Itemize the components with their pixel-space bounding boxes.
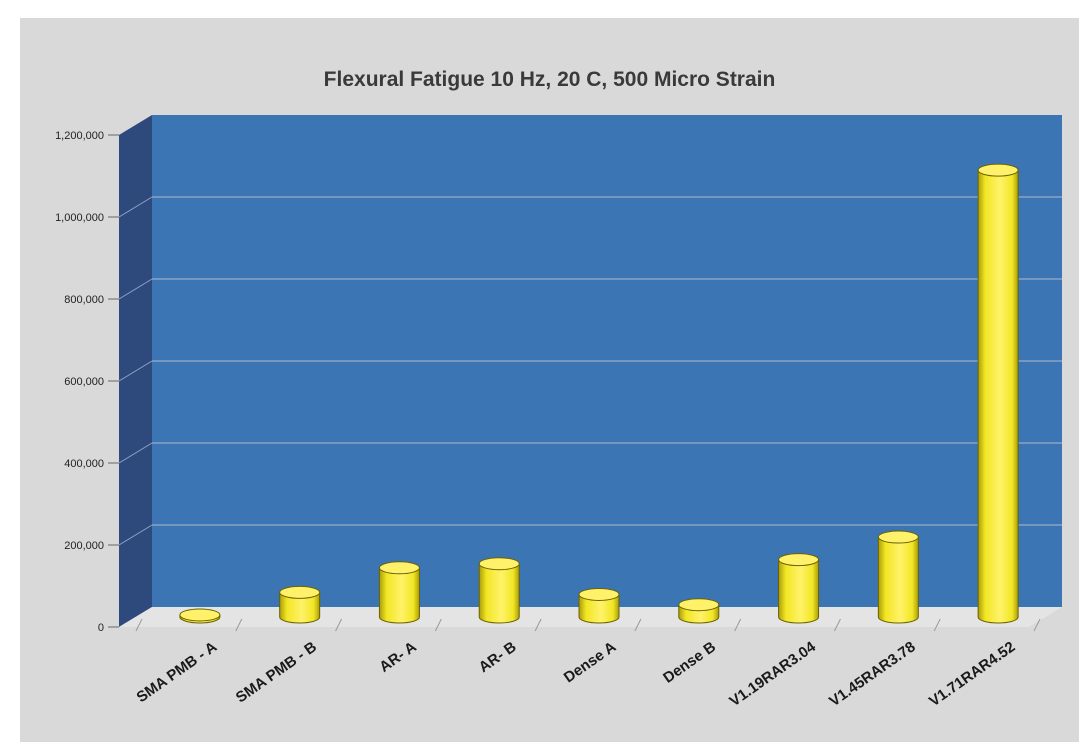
x-tick-label: V1.19RAR3.04 bbox=[726, 638, 819, 710]
bar bbox=[977, 163, 1019, 624]
x-tick-label: V1.71RAR4.52 bbox=[926, 638, 1018, 710]
gridline-side bbox=[118, 196, 153, 218]
x-tick-mark bbox=[434, 618, 442, 632]
x-tick-label: SMA PMB - B bbox=[233, 638, 320, 706]
x-tick-label: Dense A bbox=[561, 638, 620, 686]
bar bbox=[478, 557, 520, 624]
x-tick-mark bbox=[534, 618, 542, 632]
x-tick-label: AR- A bbox=[376, 638, 420, 676]
gridline-side bbox=[118, 360, 153, 382]
y-tick-label: 0 bbox=[98, 622, 104, 634]
chart-title: Flexural Fatigue 10 Hz, 20 C, 500 Micro … bbox=[323, 68, 776, 91]
gridline-side bbox=[118, 278, 153, 300]
x-tick-mark bbox=[933, 618, 941, 632]
x-tick-mark bbox=[235, 618, 243, 632]
gridline-side bbox=[118, 442, 153, 464]
bar bbox=[378, 561, 420, 624]
y-tick-label: 1,200,000 bbox=[55, 130, 104, 142]
bar bbox=[778, 553, 820, 624]
x-tick-mark bbox=[634, 618, 642, 632]
bar bbox=[279, 585, 321, 624]
bar bbox=[877, 530, 919, 624]
x-tick-mark bbox=[1033, 618, 1041, 632]
bar bbox=[678, 598, 720, 624]
y-tick-label: 200,000 bbox=[64, 540, 104, 552]
x-tick-mark bbox=[734, 618, 742, 632]
x-tick-label: V1.45RAR3.78 bbox=[826, 638, 918, 710]
gridline-side bbox=[118, 524, 153, 546]
x-tick-label: Dense B bbox=[660, 638, 719, 686]
y-tick-label: 400,000 bbox=[64, 458, 104, 470]
y-tick-label: 600,000 bbox=[64, 376, 104, 388]
bar bbox=[578, 587, 620, 624]
x-tick-mark bbox=[335, 618, 343, 632]
x-tick-label: AR- B bbox=[476, 638, 520, 676]
y-tick-label: 1,000,000 bbox=[55, 212, 104, 224]
x-tick-mark bbox=[833, 618, 841, 632]
bar bbox=[179, 608, 221, 624]
y-tick-label: 800,000 bbox=[64, 294, 104, 306]
x-tick-label: SMA PMB - A bbox=[134, 638, 221, 706]
x-tick-mark bbox=[135, 618, 143, 632]
